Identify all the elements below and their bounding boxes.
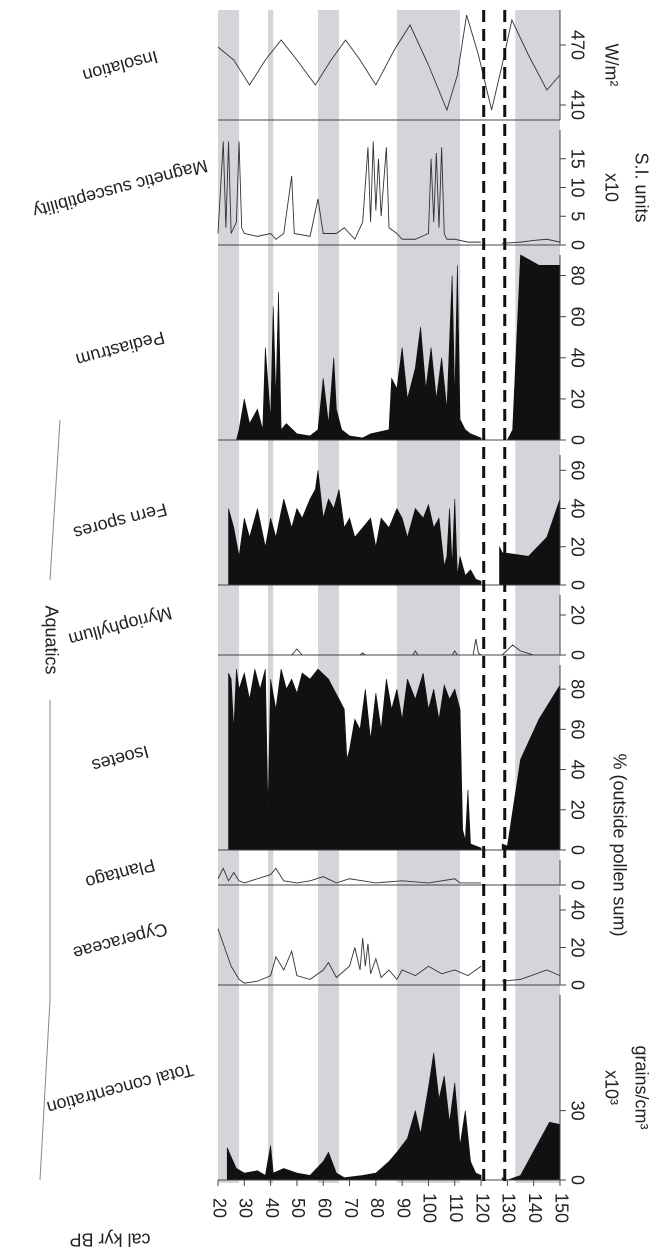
x-tick-label: 20 [209,1198,229,1218]
x-tick-label: 130 [499,1193,519,1223]
y-tick-label: 0 [567,435,587,445]
area [228,668,561,851]
y-tick-label: 60 [567,307,587,327]
panel-title: Isoetes [90,742,151,776]
y-tick-label: 20 [567,605,587,625]
y-tick-label: 0 [567,980,587,990]
y-tick-label: 60 [567,460,587,480]
x-tick-label: 40 [262,1198,282,1218]
unit-label: x10³ [601,1070,621,1105]
y-tick-label: 60 [567,719,587,739]
x-axis-label: cal kyr BP [69,1229,150,1249]
y-tick-label: 80 [567,679,587,699]
shaded-interval [218,10,240,1183]
x-tick-label: 120 [472,1193,492,1223]
x-tick-label: 140 [525,1193,545,1223]
y-tick-label: 40 [567,348,587,368]
shaded-interval [396,10,461,1183]
x-tick-label: 30 [236,1198,256,1218]
y-tick-label: 10 [567,177,587,197]
unit-label: x10 [601,173,621,202]
y-tick-label: 410 [567,90,587,120]
x-tick-label: 150 [551,1193,571,1223]
x-tick-label: 70 [341,1198,361,1218]
shaded-interval [515,10,560,1183]
y-tick-label: 5 [567,211,587,221]
panel-title: Cyperaceae [71,919,170,963]
panel-title: Fern spores [71,499,169,543]
y-tick-label: 0 [567,650,587,660]
unit-label: grains/cm³ [631,1045,651,1129]
unit-label: S.I. units [631,152,651,222]
y-tick-label: 0 [567,845,587,855]
y-tick-label: 0 [567,1175,587,1185]
y-tick-label: 80 [567,266,587,286]
x-tick-label: 100 [420,1193,440,1223]
x-tick-label: 90 [393,1198,413,1218]
y-tick-label: 470 [567,30,587,60]
x-tick-label: 50 [288,1198,308,1218]
x-tick-label: 80 [367,1198,387,1218]
area [225,254,561,441]
panel-title: Plantago [83,855,157,893]
group-label: Aquatics [41,605,61,674]
x-tick-label: 60 [314,1198,334,1218]
unit-label: W/m² [601,44,621,87]
panel-title: Pediastrum [74,327,167,370]
y-tick-label: 20 [567,537,587,557]
shaded-interval [317,10,340,1183]
panel-title: Total concentration [45,1059,196,1117]
percent-label: % (outside pollen sum) [609,753,629,936]
y-tick-label: 0 [567,580,587,590]
x-tick-label: 110 [446,1194,466,1223]
y-tick-label: 40 [567,760,587,780]
panel-title: Myriophyllum [67,603,175,650]
line [217,141,561,244]
panel-title: Magnetic susceptibility [31,156,210,222]
area [228,470,561,586]
y-tick-label: 15 [567,149,587,169]
shaded-interval [267,10,274,1183]
group-bracket [39,419,61,1181]
panel: 0 30 x10³ grains/cm³ Total concentration 20 30… [45,995,651,1249]
panel-title: Insolation [81,47,161,86]
area [226,1052,561,1181]
y-tick-label: 20 [567,389,587,409]
y-tick-label: 0 [567,240,587,250]
y-tick-label: 0 [567,880,587,890]
y-tick-label: 40 [567,499,587,519]
line [217,928,561,984]
y-tick-label: 20 [567,800,587,820]
y-tick-label: 40 [567,900,587,920]
shaded-intervals [218,10,560,1183]
y-tick-label: 30 [567,1101,587,1121]
y-tick-label: 20 [567,937,587,957]
